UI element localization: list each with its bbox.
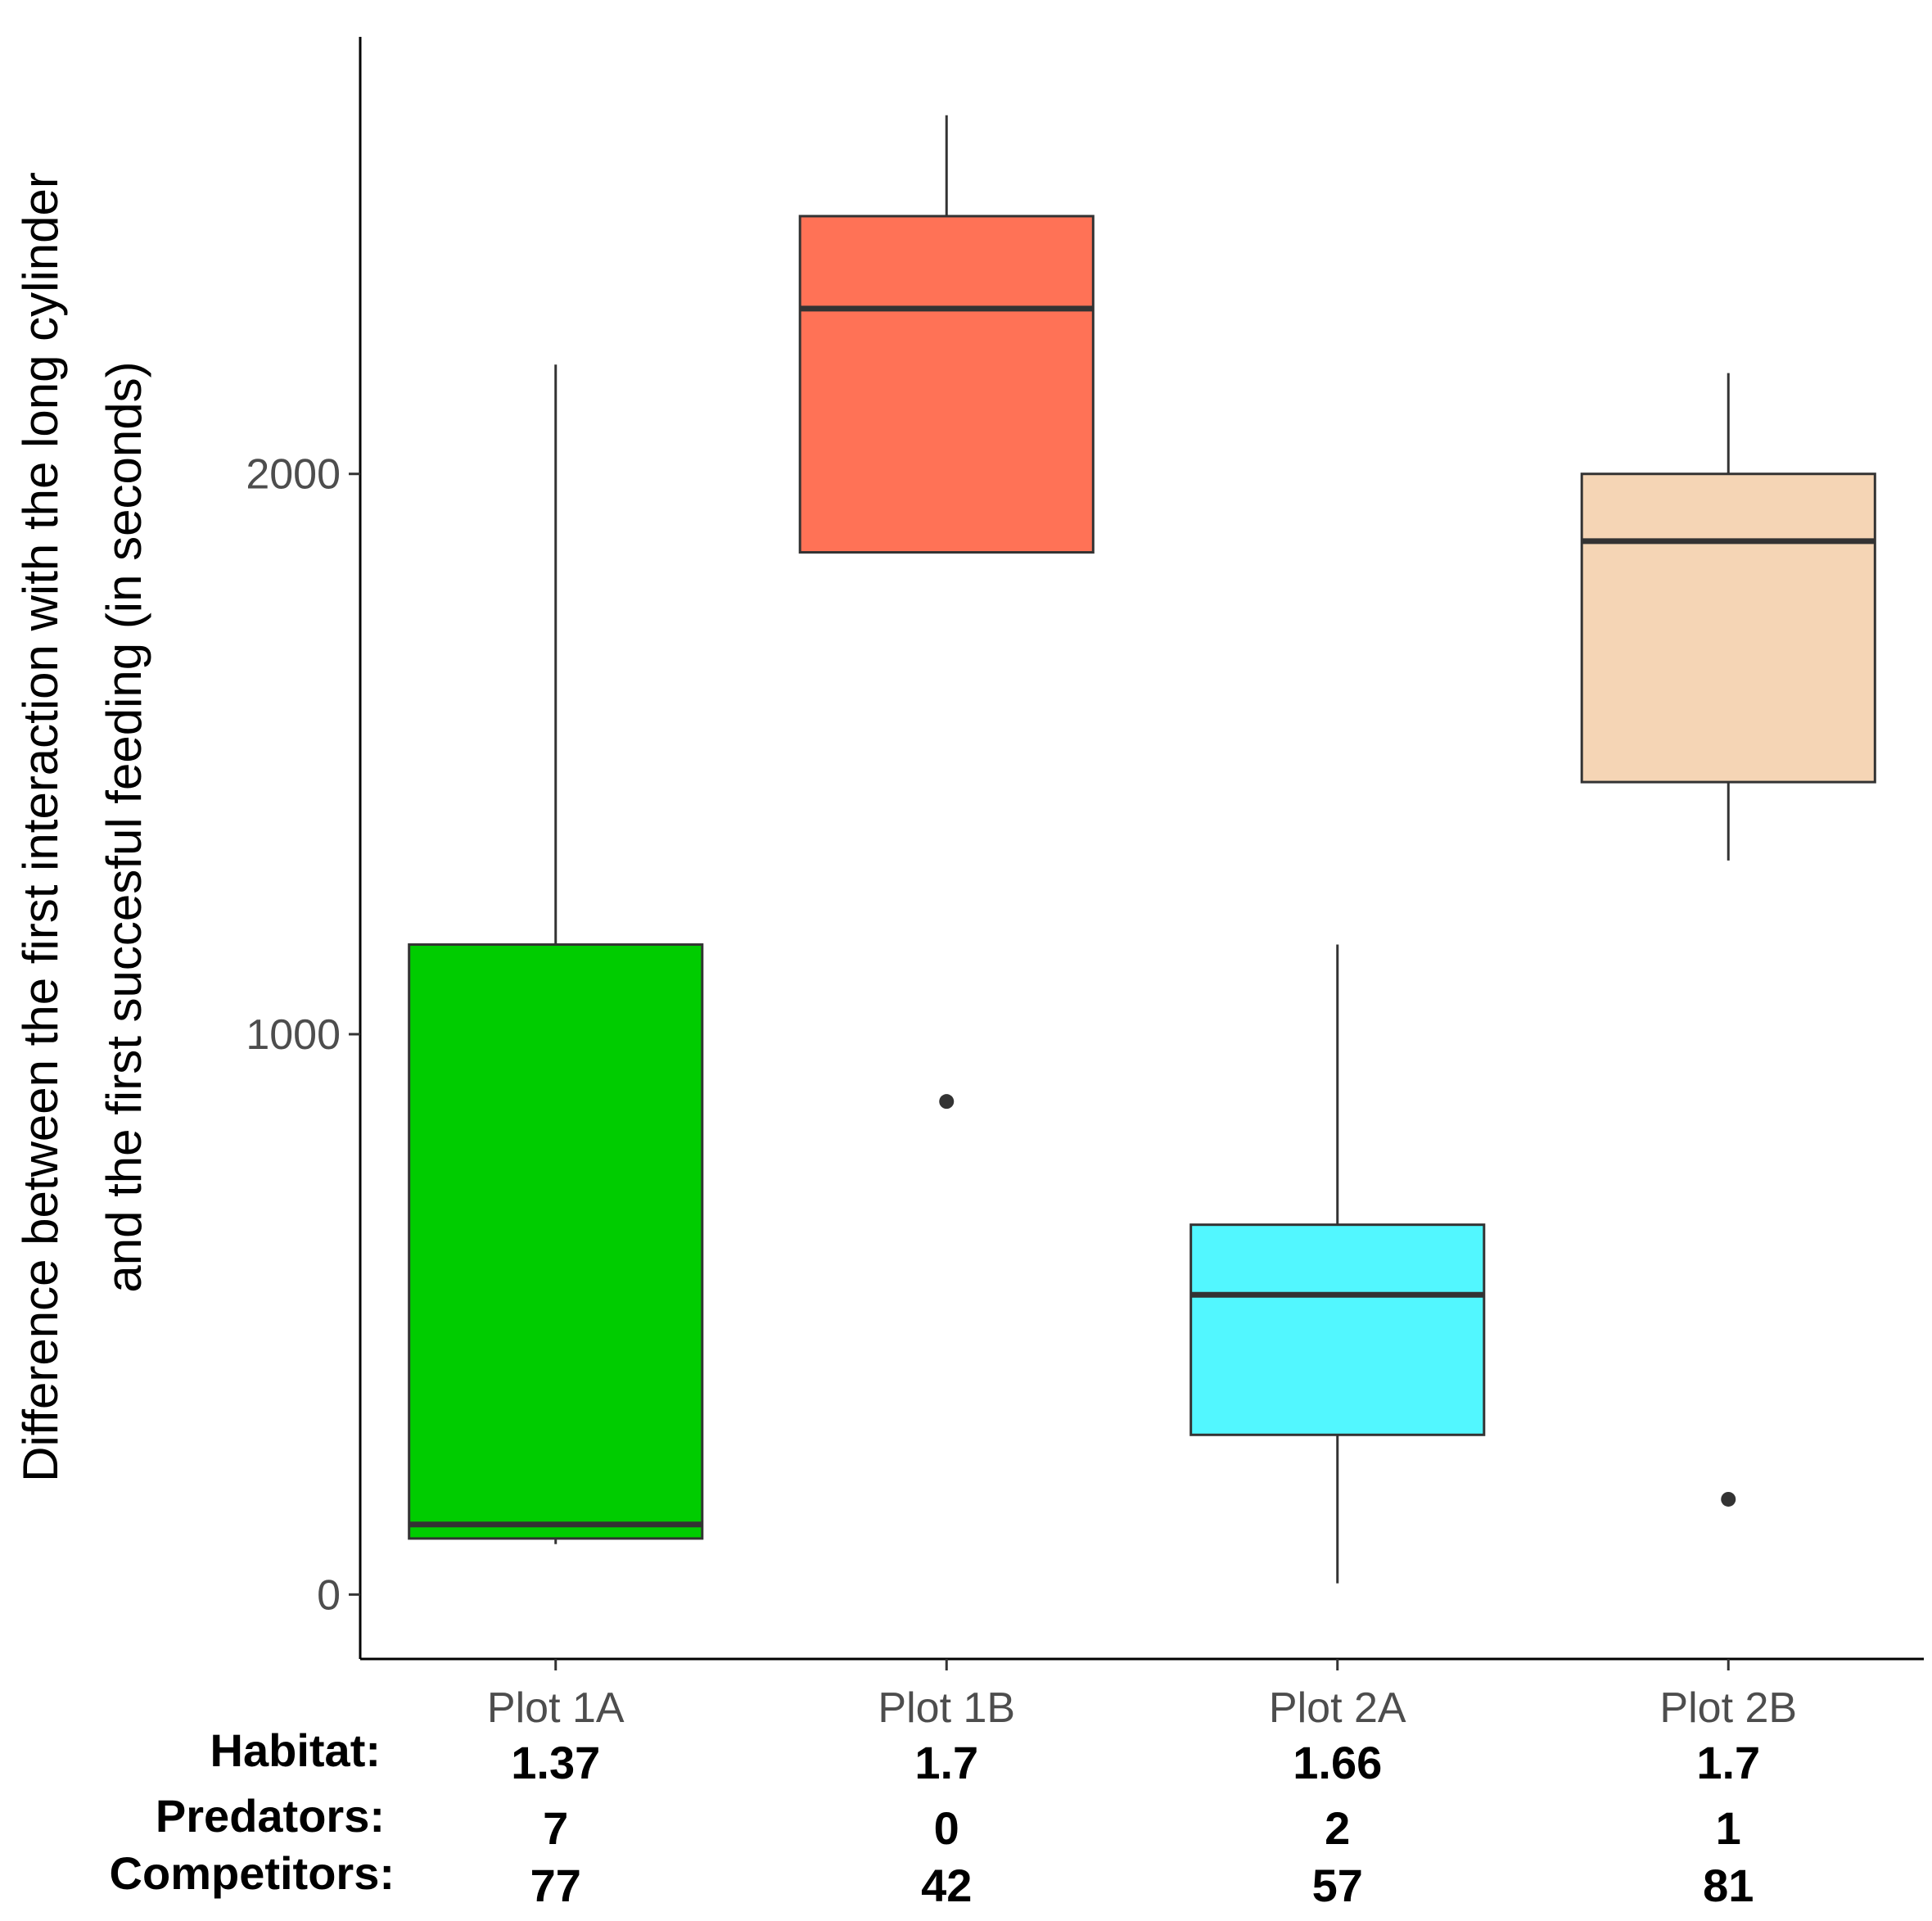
- plot-area: [408, 115, 1876, 1584]
- y-axis: 0 1000 2000: [246, 37, 362, 1659]
- outlier-point: [1721, 1491, 1736, 1507]
- annotation-value: 1.37: [511, 1737, 600, 1788]
- annotation-value: 77: [530, 1860, 581, 1911]
- y-axis-title-line-2: and the first succesful feeding (in seco…: [97, 361, 151, 1292]
- x-tick-label: Plot 2A: [1269, 1684, 1406, 1732]
- y-tick-label: 1000: [246, 1011, 341, 1059]
- x-tick-label: Plot 1B: [878, 1684, 1015, 1732]
- annotation-value: 7: [543, 1802, 568, 1854]
- y-axis-title-line-1: Difference between the first interaction…: [13, 172, 68, 1482]
- box-body: [798, 215, 1095, 554]
- x-axis: Plot 1A Plot 1B Plot 2A Plot 2B: [360, 1657, 1924, 1732]
- annotation-value: 1.7: [1696, 1737, 1760, 1788]
- box-plot-1b: [798, 115, 1095, 1110]
- annotation-row-label: Habitat:: [210, 1724, 381, 1776]
- annotation-value: 57: [1312, 1860, 1363, 1911]
- annotation-value: 1.66: [1293, 1737, 1382, 1788]
- annotation-row-label: Competitors:: [110, 1847, 395, 1899]
- x-tick-label: Plot 2B: [1659, 1684, 1797, 1732]
- box-plot-2b: [1580, 373, 1876, 1507]
- box-body: [1580, 472, 1876, 784]
- annotation-value: 2: [1325, 1802, 1350, 1854]
- annotation-table: Habitat: 1.37 1.7 1.66 1.7 Predators: 7 0 2 1 Comp…: [110, 1724, 1761, 1911]
- annotation-value: 81: [1703, 1860, 1754, 1911]
- annotation-value: 42: [921, 1860, 972, 1911]
- y-tick-label: 2000: [246, 451, 341, 499]
- annotation-value: 0: [934, 1802, 959, 1854]
- annotation-value: 1.7: [914, 1737, 978, 1788]
- box-plot-2a: [1189, 944, 1486, 1584]
- x-tick-label: Plot 1A: [487, 1684, 625, 1732]
- annotation-value: 1: [1716, 1802, 1741, 1854]
- outlier-point: [939, 1094, 955, 1110]
- y-axis-title: Difference between the first interaction…: [13, 172, 151, 1482]
- box-plot-1a: [408, 364, 704, 1544]
- box-body: [1189, 1223, 1486, 1436]
- y-tick-label: 0: [317, 1571, 341, 1619]
- box-body: [408, 943, 704, 1540]
- annotation-row-label: Predators:: [156, 1790, 385, 1842]
